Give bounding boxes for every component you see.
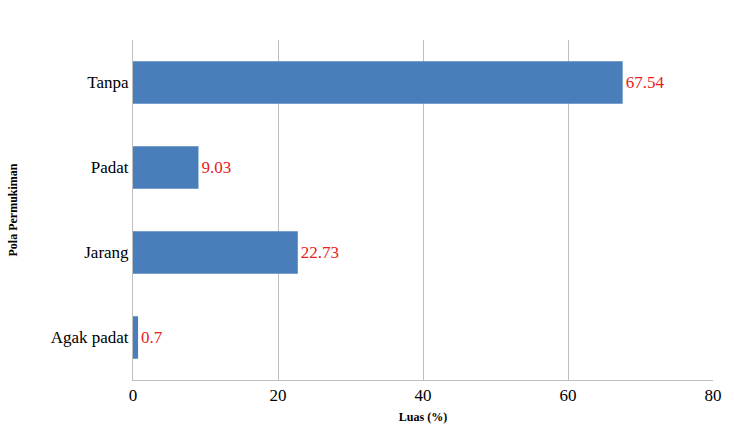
- svg-text:Agak padat: Agak padat: [51, 328, 129, 347]
- svg-text:40: 40: [415, 386, 432, 405]
- svg-text:Padat: Padat: [91, 158, 129, 177]
- svg-text:0: 0: [129, 386, 138, 405]
- svg-text:Tanpa: Tanpa: [87, 73, 129, 92]
- svg-text:0.7: 0.7: [141, 328, 163, 347]
- svg-text:Jarang: Jarang: [84, 243, 129, 262]
- svg-text:Luas (%): Luas (%): [399, 410, 447, 424]
- svg-text:20: 20: [270, 386, 287, 405]
- svg-text:60: 60: [560, 386, 577, 405]
- svg-text:80: 80: [705, 386, 722, 405]
- svg-text:67.54: 67.54: [626, 73, 665, 92]
- svg-text:Pola Permukiman: Pola Permukiman: [6, 163, 20, 256]
- svg-text:22.73: 22.73: [301, 243, 339, 262]
- svg-text:9.03: 9.03: [201, 158, 231, 177]
